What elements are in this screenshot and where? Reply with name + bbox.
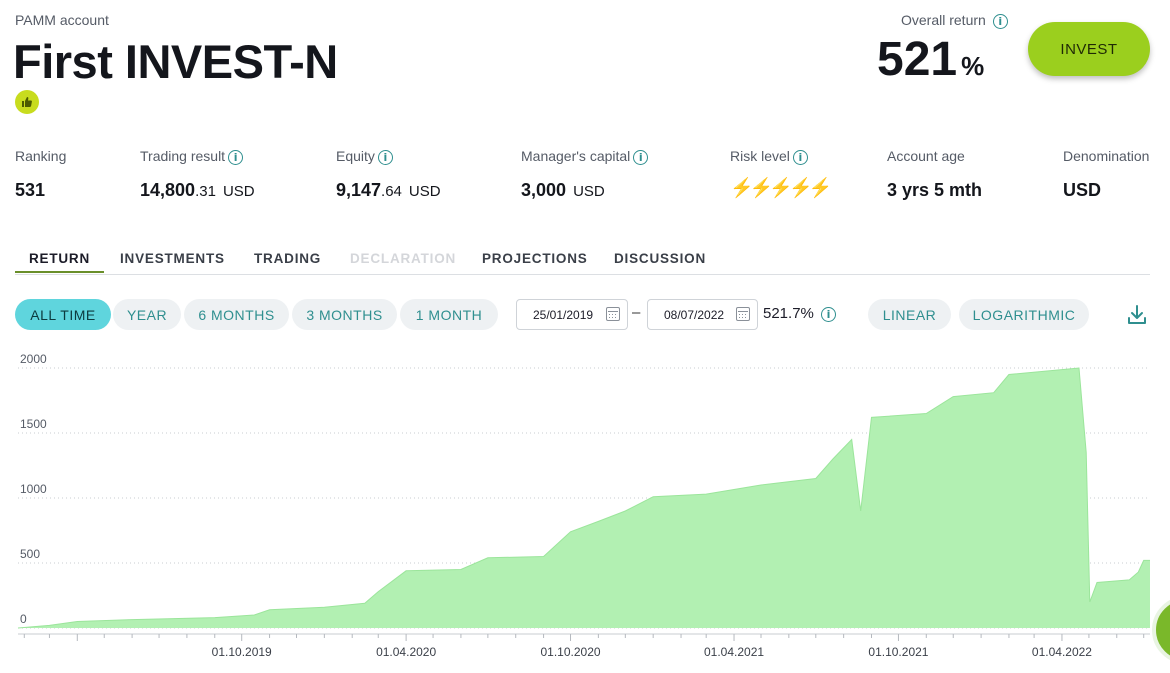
date-range-separator: –: [632, 304, 641, 321]
denomination-label: Denomination: [1063, 148, 1150, 164]
period-1-month-button[interactable]: 1 MONTH: [400, 299, 498, 330]
ranking-label: Ranking: [15, 148, 67, 164]
date-to-input[interactable]: 08/07/2022: [647, 299, 758, 330]
managers-capital-currency: USD: [573, 183, 605, 200]
x-tick-label: 01.04.2022: [1032, 645, 1092, 659]
risk-level-label-text: Risk level: [730, 148, 790, 164]
calendar-icon[interactable]: [736, 307, 750, 321]
range-return-value: 521.7%: [763, 305, 814, 322]
thumbs-up-icon[interactable]: [15, 90, 39, 114]
equity-label-text: Equity: [336, 148, 375, 164]
tab-investments[interactable]: INVESTMENTS: [120, 251, 225, 266]
invest-button[interactable]: INVEST: [1028, 22, 1150, 76]
overall-return-label: Overall return i: [901, 12, 1008, 29]
date-to-value: 08/07/2022: [664, 307, 725, 322]
risk-bolt-icon: ⚡: [789, 178, 813, 199]
risk-bolt-icon: ⚡: [808, 178, 833, 199]
trading-result-label-text: Trading result: [140, 148, 226, 164]
info-icon[interactable]: i: [377, 149, 393, 165]
managers-capital-value: 3,000 USD: [521, 180, 605, 201]
tab-trading[interactable]: TRADING: [254, 251, 322, 266]
managers-capital-label: Manager's capital i: [521, 148, 649, 165]
tab-discussion[interactable]: DISCUSSION: [614, 251, 707, 266]
info-icon[interactable]: i: [992, 13, 1008, 29]
period-6-months-button[interactable]: 6 MONTHS: [184, 299, 289, 330]
account-type-label: PAMM account: [15, 12, 109, 28]
info-icon[interactable]: i: [633, 149, 649, 165]
risk-level-label: Risk level i: [730, 148, 808, 165]
tab-return[interactable]: RETURN: [15, 244, 104, 273]
x-tick-label: 01.10.2019: [212, 645, 272, 659]
equity-label: Equity i: [336, 148, 393, 165]
y-tick-label: 1000: [20, 482, 47, 496]
equity-decimals: .64: [381, 183, 402, 200]
denomination-value: USD: [1063, 180, 1102, 200]
return-chart: 0 500 1000 1500 2000 01.10.2019 01.04.2020 01.1…: [0, 345, 1170, 668]
y-tick-label: 500: [20, 547, 40, 561]
info-icon[interactable]: i: [792, 149, 808, 165]
x-tick-label: 01.04.2021: [704, 645, 764, 659]
range-return: 521.7% i: [763, 305, 837, 322]
equity-main: 9,147: [336, 180, 382, 200]
period-all-time-button[interactable]: ALL TIME: [15, 299, 111, 330]
info-icon[interactable]: i: [821, 306, 837, 322]
x-tick-label: 01.10.2021: [868, 645, 928, 659]
thumbs-up-glyph: [22, 97, 32, 107]
account-age-value: 3 yrs 5 mth: [887, 180, 983, 200]
overall-return-unit: %: [961, 51, 985, 81]
scale-linear-button[interactable]: LINEAR: [868, 299, 951, 330]
trading-result-main: 14,800: [140, 180, 196, 200]
equity-currency: USD: [408, 183, 441, 200]
trading-result-label: Trading result i: [140, 148, 244, 165]
download-glyph: [1128, 305, 1146, 324]
return-chart-svg: 0 500 1000 1500 2000 01.10.2019 01.04.2020 01.1…: [17, 352, 1150, 659]
overall-return-label-text: Overall return: [901, 12, 986, 28]
page-title: First INVEST-N: [13, 35, 338, 88]
date-from-input[interactable]: 25/01/2019: [516, 299, 628, 330]
risk-bolt-icon: ⚡: [749, 178, 774, 199]
tab-projections[interactable]: PROJECTIONS: [482, 251, 588, 266]
ranking-value: 531: [15, 180, 46, 200]
account-age-label: Account age: [887, 148, 965, 164]
y-tick-label: 2000: [20, 352, 47, 366]
return-line: [17, 367, 1150, 629]
download-icon[interactable]: [1127, 304, 1147, 326]
calendar-icon[interactable]: [606, 307, 620, 321]
y-tick-label: 0: [20, 612, 27, 626]
return-area: [18, 368, 1150, 628]
tab-declaration: DECLARATION: [350, 251, 457, 266]
scale-logarithmic-button[interactable]: LOGARITHMIC: [959, 299, 1089, 330]
equity-value: 9,147.64 USD: [336, 180, 441, 201]
trading-result-value: 14,800.31 USD: [140, 180, 255, 201]
overall-return-value: 521%: [877, 32, 984, 87]
x-tick-label: 01.04.2020: [376, 645, 436, 659]
trading-result-currency: USD: [222, 183, 255, 200]
risk-level-indicator: ⚡⚡⚡⚡⚡: [730, 176, 833, 200]
info-icon[interactable]: i: [228, 149, 244, 165]
y-tick-label: 1500: [20, 417, 47, 431]
overall-return-number: 521: [877, 33, 958, 86]
x-tick-label: 01.10.2020: [540, 645, 600, 659]
period-3-months-button[interactable]: 3 MONTHS: [292, 299, 397, 330]
period-year-button[interactable]: YEAR: [113, 299, 181, 330]
tab-bar: RETURN INVESTMENTS TRADING DECLARATION P…: [15, 244, 1150, 275]
date-from-value: 25/01/2019: [533, 307, 594, 322]
trading-result-decimals: .31: [195, 183, 216, 200]
managers-capital-main: 3,000: [521, 180, 567, 200]
risk-bolt-icon: ⚡: [769, 178, 793, 199]
risk-bolt-icon: ⚡: [730, 178, 754, 199]
managers-capital-label-text: Manager's capital: [521, 148, 631, 164]
